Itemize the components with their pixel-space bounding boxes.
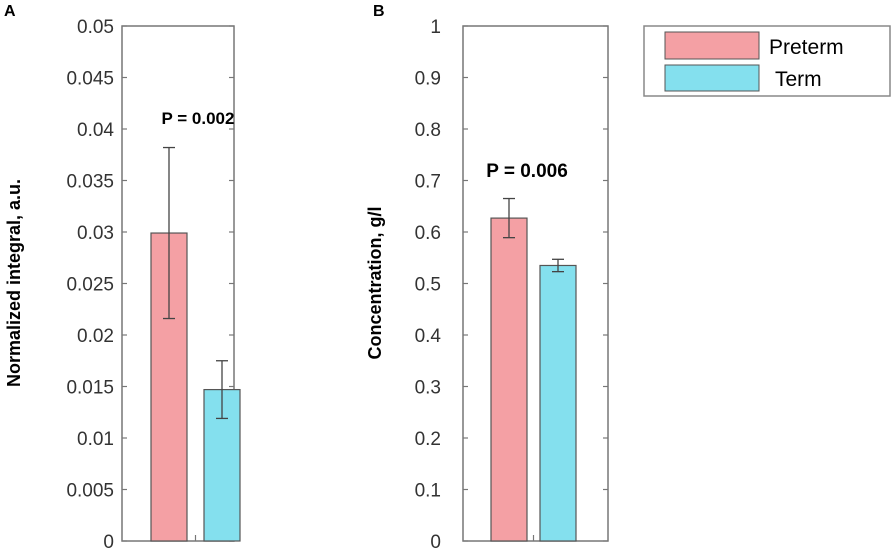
panel-a-label: A (4, 3, 16, 20)
panel-b-y-ticks: 0 0.1 0.2 0.3 0.4 0.5 0.6 0.7 0.8 0.9 1 (415, 17, 608, 553)
panel-b-p-value: P = 0.006 (486, 161, 568, 182)
panel-a-bars (150, 146, 241, 542)
panel-b-y-tick-label: 0.4 (415, 326, 442, 347)
panel-b-y-tick-label: 0.8 (415, 120, 441, 141)
panel-a-p-value: P = 0.002 (162, 109, 235, 128)
panel-b-y-tick-label: 0.7 (415, 172, 441, 193)
panel-a-y-tick-label: 0 (103, 532, 114, 553)
panel-a-y-tick-label: 0.005 (66, 481, 114, 502)
panel-a-y-tick-label: 0.025 (66, 275, 114, 296)
panel-a-y-axis-title: Normalized integral, a.u. (4, 179, 24, 387)
panel-b-y-tick-label: 1 (430, 17, 441, 38)
panel-a-y-tick-label: 0.05 (77, 17, 114, 38)
panel-b-label: B (373, 3, 385, 20)
panel-a-y-tick-label: 0.01 (77, 429, 114, 450)
panel-b-y-tick-label: 0.1 (415, 481, 441, 502)
panel-b-bar-term (539, 264, 577, 542)
legend-label-preterm: Preterm (769, 36, 844, 59)
panel-a-y-tick-label: 0.045 (66, 69, 114, 90)
panel-b-bar-preterm (490, 217, 528, 542)
panel-b-bars (490, 197, 577, 542)
panel-b-y-tick-label: 0.9 (415, 69, 441, 90)
legend-label-term: Term (775, 68, 822, 91)
panel-a-y-tick-label: 0.02 (77, 326, 114, 347)
panel-b-y-tick-label: 0.6 (415, 223, 441, 244)
panel-b-y-tick-label: 0 (430, 532, 441, 553)
legend-swatch-term (664, 64, 760, 92)
legend: Preterm Term (643, 25, 891, 97)
panel-b-y-tick-label: 0.5 (415, 275, 441, 296)
panel-a-y-tick-label: 0.03 (77, 223, 114, 244)
panel-b-axes-box (462, 25, 609, 542)
panel-a-y-tick-label: 0.04 (77, 120, 114, 141)
legend-swatch-preterm (664, 31, 760, 60)
panel-a: A 00.0050.010.0150.020.0250.030.0350.040… (4, 3, 241, 553)
panel-a-y-ticks: 0 0.005 0.01 0.015 0.02 0.025 0.03 0.035 0.04 0.0… (66, 17, 234, 553)
panel-a-y-tick-label: 0.015 (66, 378, 114, 399)
panel-b: B 0 0.1 0.2 0.3 0.4 0.5 0.6 0.7 0.8 0.9 1 P = 0.00… (365, 3, 609, 553)
panel-b-y-tick-label: 0.3 (415, 378, 441, 399)
panel-a-y-tick-label: 0.035 (66, 172, 114, 193)
panel-b-y-tick-label: 0.2 (415, 429, 441, 450)
panel-b-y-axis-title: Concentration, g/l (365, 207, 385, 360)
